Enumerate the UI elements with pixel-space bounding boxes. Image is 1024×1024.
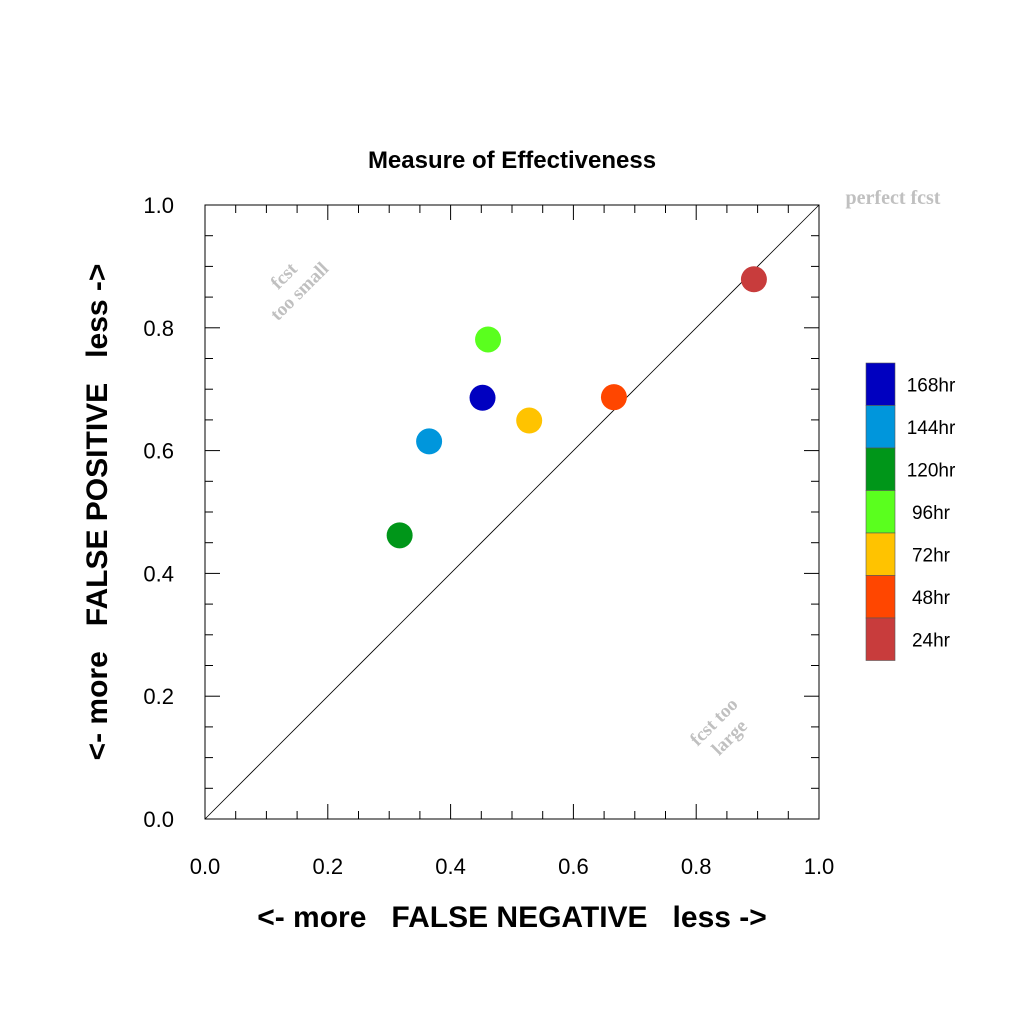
- x-tick-labels: 0.0 0.2 0.4 0.6 0.8 1.0: [190, 854, 835, 879]
- y-tick-label: 0.6: [143, 439, 174, 464]
- legend-label-24hr: 24hr: [912, 630, 951, 651]
- x-tick-label: 0.0: [190, 854, 221, 879]
- legend-swatch-24hr: [865, 617, 896, 661]
- y-tick-label: 0.0: [143, 807, 174, 832]
- y-tick-label: 0.2: [143, 684, 174, 709]
- reference-diagonal-line: [204, 204, 820, 820]
- y-tick-label: 0.4: [143, 561, 174, 586]
- point-48hr: [600, 384, 627, 411]
- legend-label-168hr: 168hr: [907, 375, 956, 396]
- legend-label-48hr: 48hr: [912, 588, 951, 609]
- legend-label-96hr: 96hr: [912, 503, 951, 524]
- legend-label-72hr: 72hr: [912, 545, 951, 566]
- point-168hr: [469, 384, 496, 411]
- point-72hr: [516, 407, 543, 434]
- too-small-annotation: fcst too small: [266, 258, 333, 325]
- too-large-annotation: fcst too large: [686, 694, 752, 760]
- x-axis-label: <- more FALSE NEGATIVE less ->: [257, 901, 767, 934]
- legend-swatch-48hr: [865, 575, 896, 619]
- legend-swatch-144hr: [865, 405, 896, 449]
- legend-swatch-168hr: [865, 362, 896, 406]
- legend-swatch-96hr: [865, 490, 896, 534]
- legend-swatch-120hr: [865, 447, 896, 491]
- legend-swatch-72hr: [865, 532, 896, 576]
- x-tick-label: 0.2: [313, 854, 344, 879]
- x-tick-label: 1.0: [804, 854, 835, 879]
- point-144hr: [416, 428, 443, 455]
- y-tick-label: 0.8: [143, 316, 174, 341]
- y-tick-labels: 0.0 0.2 0.4 0.6 0.8 1.0: [143, 193, 174, 832]
- x-tick-label: 0.4: [435, 854, 466, 879]
- legend-label-120hr: 120hr: [907, 460, 956, 481]
- legend-label-144hr: 144hr: [907, 418, 956, 439]
- chart-title: Measure of Effectiveness: [368, 147, 656, 174]
- x-tick-label: 0.6: [558, 854, 589, 879]
- data-points: [386, 266, 767, 549]
- point-120hr: [386, 522, 413, 549]
- x-tick-label: 0.8: [681, 854, 712, 879]
- y-axis-label: <- more FALSE POSITIVE less ->: [81, 264, 114, 761]
- y-tick-label: 1.0: [143, 193, 174, 218]
- perfect-forecast-annotation: perfect fcst: [846, 187, 941, 209]
- legend: 168hr 144hr 120hr 96hr 72hr 48hr 24hr: [865, 362, 956, 661]
- axis-ticks: [204, 204, 820, 820]
- point-96hr: [475, 326, 502, 353]
- point-24hr: [740, 266, 767, 293]
